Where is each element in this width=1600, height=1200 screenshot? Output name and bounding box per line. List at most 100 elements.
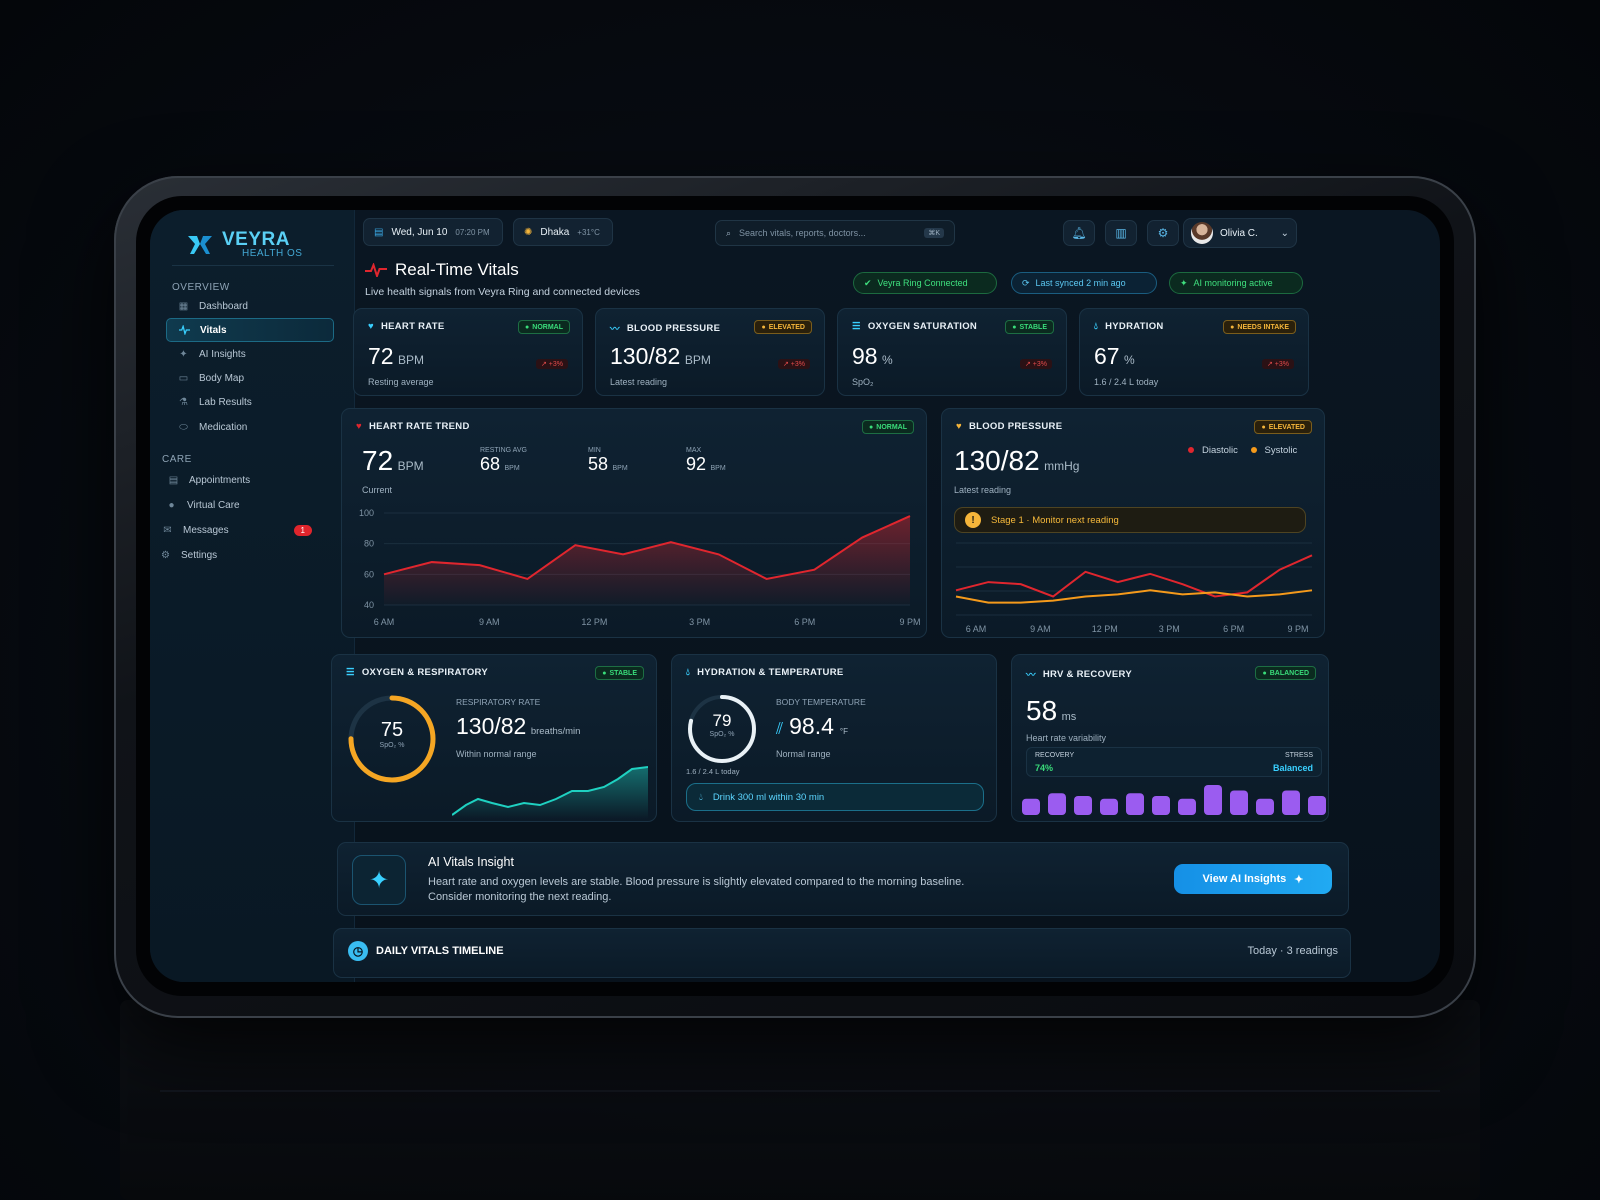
top-bar: ▤ Wed, Jun 10 07:20 PM ✺ Dhaka +31°C ⌕ S… <box>355 210 1440 254</box>
view-ai-insights-button[interactable]: View AI Insights ✦ <box>1174 864 1332 894</box>
sidebar-item-lab-results[interactable]: ⚗ Lab Results <box>166 390 334 414</box>
sidebar-item-vitals[interactable]: Vitals <box>166 318 334 342</box>
card-title: ♥ HEART RATE <box>368 321 445 332</box>
gear-icon: ⚙ <box>1157 226 1169 240</box>
sidebar-item-label: Settings <box>181 549 218 561</box>
warning-icon: ! <box>965 512 981 528</box>
status-badge: ● ELEVATED <box>1254 420 1312 434</box>
status-badge: ● NORMAL <box>862 420 914 434</box>
devices-icon: ▥ <box>1115 226 1127 240</box>
stat-unit: % <box>882 353 893 367</box>
hrv-recovery-card[interactable]: 〰 HRV & RECOVERY ● BALANCED 58 ms Heart r… <box>1011 654 1329 822</box>
resp-value-row: 130/82 breaths/min <box>456 713 581 739</box>
hydration-action-button[interactable]: 💧︎ Drink 300 ml within 30 min <box>686 783 984 811</box>
stat-note: SpO₂ <box>852 377 874 387</box>
blood-pressure-card[interactable]: ♥ BLOOD PRESSURE ● ELEVATED 130/82 mmHg L… <box>941 408 1325 638</box>
ring-center: 79 SpO₂ % <box>709 711 735 738</box>
sidebar-item-messages[interactable]: ✉ Messages 1 <box>150 518 318 542</box>
ring-progress <box>348 695 436 783</box>
sidebar-item-label: Dashboard <box>199 300 248 312</box>
x-tick-label: 6 PM <box>1223 624 1244 634</box>
user-menu[interactable]: Olivia C. ⌄ <box>1183 218 1297 248</box>
pulse-icon: 〰 <box>1026 670 1036 681</box>
date-pill[interactable]: ▤ Wed, Jun 10 07:20 PM <box>363 218 503 246</box>
daily-vitals-timeline[interactable]: ◷ DAILY VITALS TIMELINE Today · 3 readin… <box>333 928 1351 978</box>
sparkle-icon: ✦ <box>179 348 188 360</box>
card-title: 💧︎ HYDRATION <box>1094 321 1164 332</box>
blood-pressure-chart: 6 AM 9 AM 12 PM 3 PM 6 PM 9 PM <box>955 542 1313 634</box>
page-subtitle: Live health signals from Veyra Ring and … <box>365 286 640 298</box>
card-title: ☰ OXYGEN SATURATION <box>852 321 978 332</box>
button-label: View AI Insights <box>1202 873 1287 885</box>
sidebar-item-virtual-care[interactable]: ● Virtual Care <box>154 493 322 517</box>
devices-button[interactable]: ▥ <box>1105 220 1137 246</box>
card-title: 〰 HRV & RECOVERY <box>1026 668 1133 682</box>
sparkline-area <box>452 767 648 819</box>
messages-count-badge: 1 <box>293 524 312 536</box>
notifications-button[interactable]: 🔔︎ <box>1063 220 1095 246</box>
x-tick-label: 9 PM <box>1287 624 1308 634</box>
timeline-meta: Today · 3 readings <box>1247 945 1339 957</box>
stat-card-heart-rate[interactable]: ♥ HEART RATE ● NORMAL 72 BPM ↗ +3% Restin… <box>353 308 583 396</box>
search-shortcut: ⌘K <box>924 228 944 238</box>
resp-note: Within normal range <box>456 749 537 759</box>
sidebar-item-ai-insights[interactable]: ✦ AI Insights <box>166 342 334 366</box>
status-last-synced: ⟳ Last synced 2 min ago <box>1011 272 1157 294</box>
bp-unit: mmHg <box>1044 459 1080 473</box>
resp-label: RESPIRATORY RATE <box>456 697 541 707</box>
stat-value: 130/82 <box>610 343 681 369</box>
trend-badge: ↗ +3% <box>777 359 810 369</box>
x-tick-label: 3 PM <box>1159 624 1180 634</box>
stat-card-hydration[interactable]: 💧︎ HYDRATION ● NEEDS INTAKE 67 % ↗ +3% 1.… <box>1079 308 1309 396</box>
clock-icon: ◷ <box>348 941 368 961</box>
hydration-temperature-card[interactable]: 💧︎ HYDRATION & TEMPERATURE 79 SpO₂ % 1.6 … <box>671 654 997 822</box>
stat-unit: % <box>1124 353 1135 367</box>
sidebar-item-medication[interactable]: ⬭ Medication <box>166 415 334 439</box>
ring-note: 1.6 / 2.4 L today <box>686 767 740 776</box>
temp-label: BODY TEMPERATURE <box>776 697 866 707</box>
keyboard-base <box>120 1000 1480 1200</box>
oxygen-respiratory-card[interactable]: ☰ OXYGEN & RESPIRATORY ● STABLE 75 SpO₂ %… <box>331 654 657 822</box>
sidebar-item-label: Body Map <box>199 372 245 384</box>
status-badge: ● NORMAL <box>518 320 570 334</box>
brand-logo[interactable]: VEYRA HEALTH OS <box>186 230 302 259</box>
pill-icon: ⬭ <box>179 421 188 433</box>
heart-rate-trend-card[interactable]: ♥ HEART RATE TREND ● NORMAL 72 BPM Curren… <box>341 408 927 638</box>
sidebar-item-settings[interactable]: ⚙ Settings <box>150 543 316 567</box>
series-line-diastolic <box>955 554 1313 598</box>
status-badge: ● STABLE <box>1005 320 1054 334</box>
section-label-care: CARE <box>162 454 192 465</box>
bell-icon: 🔔︎ <box>1071 226 1087 240</box>
status-text: AI monitoring active <box>1193 278 1273 288</box>
sidebar-item-body-map[interactable]: ▭ Body Map <box>166 366 334 390</box>
temp-value-row: ⫽ 98.4 °F <box>776 713 848 739</box>
search-bar[interactable]: ⌕ Search vitals, reports, doctors... ⌘K <box>715 220 955 246</box>
stat-card-blood-pressure[interactable]: 〰 BLOOD PRESSURE ● ELEVATED 130/82 BPM ↗ … <box>595 308 825 396</box>
stat-card-oxygen-saturation[interactable]: ☰ OXYGEN SATURATION ● STABLE 98 % ↗ +3% S… <box>837 308 1067 396</box>
hrv-bar <box>1308 796 1326 815</box>
sidebar-item-appointments[interactable]: ▤ Appointments <box>156 468 324 492</box>
tablet-bezel: VEYRA HEALTH OS OVERVIEW ▦ Dashboard <box>136 196 1454 996</box>
sidebar-item-dashboard[interactable]: ▦ Dashboard <box>166 294 334 318</box>
weather-pill[interactable]: ✺ Dhaka +31°C <box>513 218 613 246</box>
search-input[interactable]: Search vitals, reports, doctors... <box>739 228 866 238</box>
sparkle-icon: ✦ <box>368 866 390 894</box>
trend-badge: ↗ +3% <box>535 359 568 369</box>
sparkline-line <box>452 766 648 816</box>
hrv-note: Heart rate variability <box>1026 733 1107 743</box>
x-tick-label: 6 AM <box>374 617 395 627</box>
card-title: ♥ HEART RATE TREND <box>356 421 470 432</box>
grid-icon: ▦ <box>178 300 189 312</box>
sidebar-item-label: Appointments <box>189 474 251 486</box>
ai-insight-title: AI Vitals Insight <box>428 855 514 869</box>
card-title: ☰ OXYGEN & RESPIRATORY <box>346 667 489 678</box>
settings-button[interactable]: ⚙ <box>1147 220 1179 246</box>
x-tick-label: 12 PM <box>581 617 607 627</box>
stat-unit: BPM <box>398 353 425 367</box>
sync-icon: ⟳ <box>1022 277 1030 288</box>
legend-item-systolic: Systolic <box>1250 445 1297 456</box>
lungs-icon: ☰ <box>346 667 355 678</box>
card-title: 〰 BLOOD PRESSURE <box>610 322 721 336</box>
resting-avg-stat: RESTING AVG 68 BPM <box>480 447 527 474</box>
